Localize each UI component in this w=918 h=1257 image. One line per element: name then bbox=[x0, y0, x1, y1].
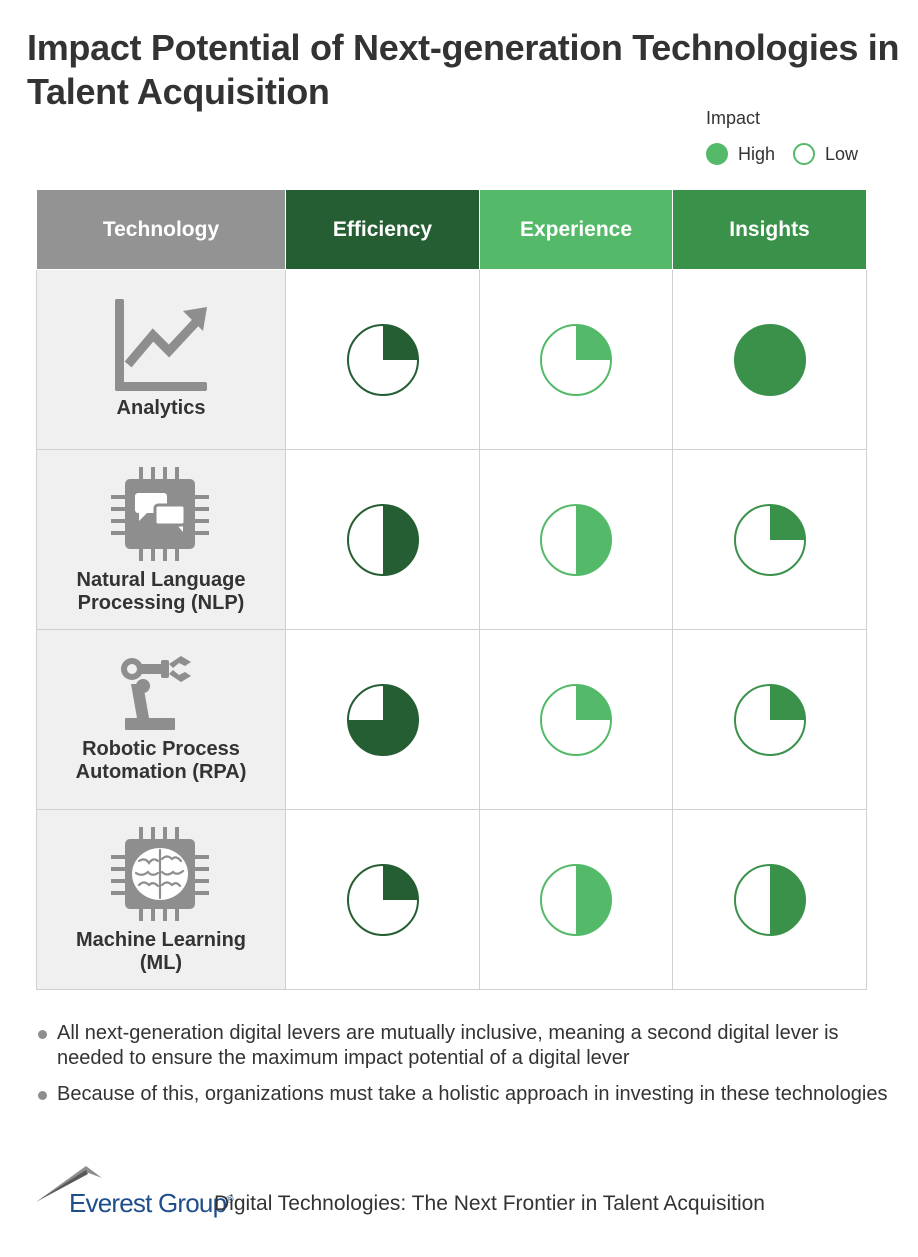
harvey-ball bbox=[733, 863, 806, 936]
impact-cell bbox=[285, 449, 480, 630]
bullet-icon bbox=[38, 1091, 47, 1100]
legend-high: High bbox=[706, 143, 775, 165]
technology-cell: Machine Learning (ML) bbox=[36, 809, 286, 990]
legend-low-dot bbox=[793, 143, 816, 165]
harvey-ball-fill bbox=[576, 864, 611, 935]
technology-cell: Robotic Process Automation (RPA) bbox=[36, 629, 286, 810]
harvey-ball bbox=[346, 323, 419, 396]
legend-high-dot bbox=[706, 143, 728, 165]
legend-row: High Low bbox=[706, 143, 906, 165]
footer: Everest Group® Digital Technologies: The… bbox=[36, 1166, 906, 1226]
impact-cell bbox=[285, 809, 480, 990]
impact-cell bbox=[479, 809, 673, 990]
impact-cell bbox=[479, 629, 673, 810]
header-row: Technology Efficiency Experience Insight… bbox=[36, 189, 867, 270]
impact-cell bbox=[479, 269, 673, 450]
mountain-logo-icon bbox=[36, 1166, 102, 1202]
robot-arm-icon bbox=[121, 655, 191, 730]
technology-cell: Analytics bbox=[36, 269, 286, 450]
harvey-ball bbox=[733, 683, 806, 756]
table-row: Machine Learning (ML) bbox=[36, 809, 867, 990]
harvey-ball-fill bbox=[576, 324, 611, 360]
impact-matrix: Technology Efficiency Experience Insight… bbox=[36, 189, 867, 990]
harvey-ball-fill bbox=[769, 864, 805, 935]
brand-name: Everest Group® bbox=[69, 1188, 234, 1218]
impact-cell bbox=[285, 269, 480, 450]
impact-cell bbox=[672, 449, 867, 630]
legend-title: Impact bbox=[706, 108, 761, 128]
impact-cell bbox=[672, 809, 867, 990]
note-text: Because of this, organizations must take… bbox=[57, 1083, 888, 1105]
note-item: Because of this, organizations must take… bbox=[38, 1082, 888, 1107]
bullet-icon bbox=[38, 1030, 47, 1039]
table-row: Analytics bbox=[36, 269, 867, 450]
legend-low: Low bbox=[793, 143, 858, 165]
harvey-ball-fill bbox=[382, 504, 418, 575]
header-experience: Experience bbox=[479, 189, 673, 270]
header-insights: Insights bbox=[672, 189, 867, 270]
impact-cell bbox=[672, 269, 867, 450]
legend: Impact High Low bbox=[706, 108, 906, 165]
harvey-ball-fill bbox=[382, 864, 418, 900]
harvey-ball bbox=[540, 683, 612, 756]
harvey-ball-outline bbox=[733, 323, 806, 396]
harvey-ball bbox=[346, 683, 419, 756]
technology-label: Natural Language Processing (NLP) bbox=[76, 568, 246, 614]
impact-cell bbox=[479, 449, 673, 630]
harvey-ball bbox=[540, 863, 612, 936]
legend-high-label: High bbox=[738, 143, 776, 164]
technology-label: Analytics bbox=[116, 397, 206, 419]
technology-cell: Natural Language Processing (NLP) bbox=[36, 449, 286, 630]
technology-label: Machine Learning (ML) bbox=[75, 928, 247, 974]
page-title: Impact Potential of Next-generation Tech… bbox=[27, 27, 900, 112]
harvey-ball bbox=[733, 503, 806, 576]
impact-cell bbox=[672, 629, 867, 810]
line-chart-icon bbox=[115, 299, 207, 391]
harvey-ball-fill bbox=[382, 324, 418, 360]
harvey-ball-fill bbox=[576, 504, 611, 575]
notes-list: All next-generation digital levers are m… bbox=[38, 1021, 888, 1118]
legend-low-label: Low bbox=[825, 143, 859, 164]
header-efficiency: Efficiency bbox=[285, 189, 480, 270]
harvey-ball-fill bbox=[769, 684, 805, 720]
header-technology: Technology bbox=[36, 189, 286, 270]
table-row: Natural Language Processing (NLP) bbox=[36, 449, 867, 630]
harvey-ball bbox=[733, 323, 806, 396]
harvey-ball bbox=[540, 503, 612, 576]
chat-chip-icon bbox=[111, 466, 209, 561]
harvey-ball-fill bbox=[347, 684, 418, 755]
harvey-ball bbox=[540, 323, 612, 396]
harvey-ball bbox=[346, 503, 419, 576]
impact-cell bbox=[285, 629, 480, 810]
brain-chip-icon bbox=[111, 826, 209, 921]
harvey-ball-fill bbox=[576, 684, 611, 720]
technology-label: Robotic Process Automation (RPA) bbox=[75, 737, 247, 783]
harvey-ball-fill bbox=[769, 504, 805, 540]
note-text: All next-generation digital levers are m… bbox=[57, 1022, 839, 1069]
note-item: All next-generation digital levers are m… bbox=[38, 1021, 888, 1071]
footer-subtitle: Digital Technologies: The Next Frontier … bbox=[214, 1192, 765, 1215]
harvey-ball bbox=[346, 863, 419, 936]
table-row: Robotic Process Automation (RPA) bbox=[36, 629, 867, 810]
